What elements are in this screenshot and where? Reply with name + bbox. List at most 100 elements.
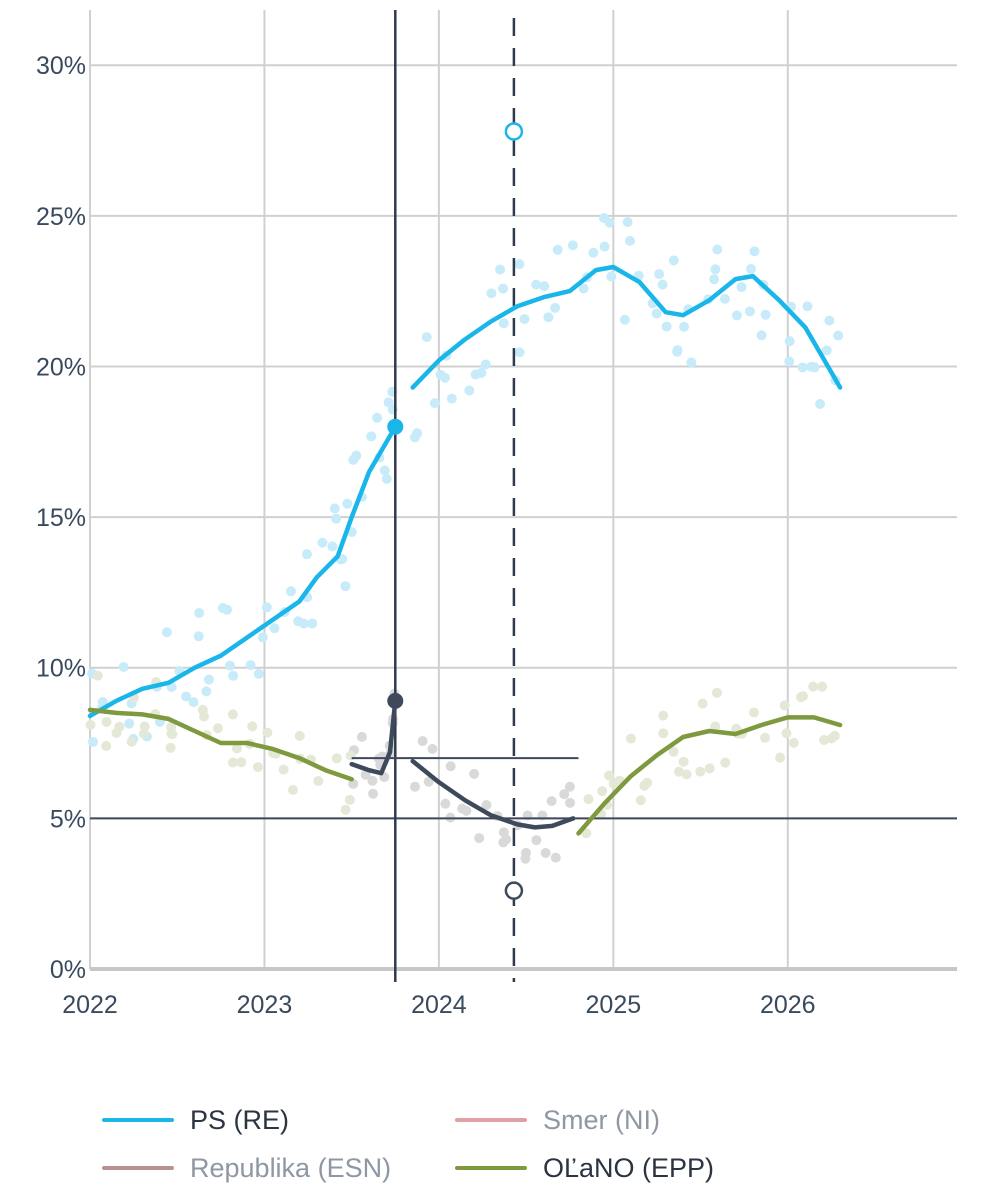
poll-point <box>624 235 635 246</box>
poll-point <box>165 742 176 753</box>
poll-point <box>368 788 379 799</box>
poll-point <box>567 240 578 251</box>
legend-swatch-olano <box>455 1166 527 1170</box>
poll-point <box>748 707 759 718</box>
poll-point <box>126 736 137 747</box>
poll-point <box>464 385 475 396</box>
poll-point <box>719 293 730 304</box>
poll-point <box>681 769 692 780</box>
legend-swatch-republika <box>102 1166 174 1170</box>
poll-point <box>564 781 575 792</box>
poll-point <box>161 627 172 638</box>
poll-point <box>329 503 340 514</box>
poll-point <box>760 309 771 320</box>
poll-point <box>253 668 264 679</box>
poll-point <box>228 757 239 768</box>
poll-point <box>231 743 242 754</box>
poll-point <box>262 727 273 738</box>
poll-point <box>635 795 646 806</box>
poll-point <box>445 761 456 772</box>
poll-point <box>756 330 767 341</box>
poll-point <box>212 723 223 734</box>
poll-point <box>348 454 359 465</box>
poll-point <box>833 330 844 341</box>
y-tick-label: 0% <box>50 956 86 984</box>
poll-point <box>821 345 832 356</box>
poll-point <box>331 513 342 524</box>
poll-point <box>784 336 795 347</box>
election-result-marker <box>387 692 404 709</box>
series-line <box>410 264 843 390</box>
poll-point <box>236 757 247 768</box>
poll-point <box>514 347 525 358</box>
poll-point <box>779 700 790 711</box>
poll-point <box>657 279 668 290</box>
series-line <box>410 758 576 830</box>
poll-point <box>550 852 561 863</box>
poll-point <box>114 721 125 732</box>
poll-point <box>261 602 272 613</box>
series-line <box>87 424 398 719</box>
poll-point <box>245 660 256 671</box>
poll-point <box>222 604 233 615</box>
projection-marker <box>504 881 524 900</box>
legend-item-olano[interactable]: OĽaNO (EPP) <box>455 1148 714 1188</box>
poll-point <box>317 537 328 548</box>
legend-item-ps[interactable]: PS (RE) <box>102 1100 289 1140</box>
poll-point <box>193 631 204 642</box>
election-result-marker <box>387 418 404 435</box>
poll-point <box>678 756 689 767</box>
chart-plot-area: 0% 5% 10% 15% 20% 25% 30% 2022 2023 2024 2025 2026 <box>36 10 957 1019</box>
poll-point <box>118 661 129 672</box>
poll-point <box>252 762 263 773</box>
poll-point <box>372 412 383 423</box>
poll-point <box>654 269 665 280</box>
poll-points <box>85 213 844 864</box>
poll-point <box>824 315 835 326</box>
poll-point <box>367 775 378 786</box>
poll-point <box>552 244 563 255</box>
poll-point <box>188 697 199 708</box>
x-tick-label: 2022 <box>62 991 118 1019</box>
poll-point <box>686 357 697 368</box>
poll-point <box>427 743 438 754</box>
poll-point <box>278 764 289 775</box>
poll-point <box>815 399 826 410</box>
series-line <box>87 707 354 782</box>
y-tick-label: 20% <box>36 353 86 381</box>
poll-point <box>539 281 550 292</box>
poll-point <box>704 763 715 774</box>
poll-point <box>340 581 351 592</box>
poll-point <box>481 799 492 810</box>
legend-item-smer[interactable]: Smer (NI) <box>455 1100 660 1140</box>
poll-point <box>88 736 99 747</box>
poll-point <box>781 728 792 739</box>
legend-item-republika[interactable]: Republika (ESN) <box>102 1148 391 1188</box>
poll-point <box>797 362 808 373</box>
poll-point <box>92 670 103 681</box>
poll-point <box>588 247 599 258</box>
poll-point <box>379 465 390 476</box>
poll-point <box>138 728 149 739</box>
poll-point <box>421 332 432 343</box>
poll-point <box>668 255 679 266</box>
poll-point <box>199 711 210 722</box>
poll-point <box>651 308 662 319</box>
y-tick-label: 30% <box>36 52 86 80</box>
series-line <box>349 698 398 776</box>
poll-point <box>608 778 619 789</box>
poll-point <box>625 733 636 744</box>
poll-point <box>348 778 359 789</box>
poll-point <box>606 271 617 282</box>
poll-point <box>344 794 355 805</box>
y-tick-label: 15% <box>36 504 86 532</box>
poll-point <box>301 549 312 560</box>
poll-point <box>381 473 392 484</box>
poll-point <box>383 397 394 408</box>
poll-point <box>327 541 338 552</box>
poll-point <box>440 798 451 809</box>
poll-point <box>519 314 530 325</box>
poll-point <box>711 687 722 698</box>
poll-point <box>417 736 428 747</box>
poll-point <box>474 833 485 844</box>
